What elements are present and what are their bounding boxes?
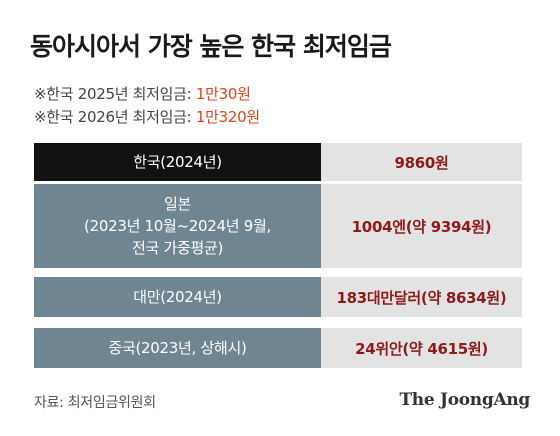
note-2025-prefix: ※한국 2025년 최저임금: [34, 85, 196, 103]
row-value: 1004엔(약 9394원) [321, 184, 522, 268]
brand-logo: The JoongAng [399, 390, 530, 410]
row-label: 대만(2024년) [34, 277, 321, 317]
note-2025: ※한국 2025년 최저임금: 1만30원 [34, 83, 251, 104]
table-row-japan: 일본 (2023년 10월~2024년 9월, 전국 가중평균) 1004엔(약… [34, 184, 522, 268]
row-label-line: 전국 가중평균) [131, 239, 224, 257]
row-label: 한국(2024년) [34, 143, 321, 181]
table-row-korea: 한국(2024년) 9860원 [34, 143, 522, 181]
row-label-line: 한국(2024년) [133, 153, 222, 171]
source-note: 자료: 최저임금위원회 [34, 395, 156, 411]
table-row-china: 중국(2023년, 상해시) 24위안(약 4615원) [34, 328, 522, 368]
page-title: 동아시아서 가장 높은 한국 최저임금 [30, 32, 392, 61]
note-2026: ※한국 2026년 최저임금: 1만320원 [34, 106, 260, 127]
row-label-line: (2023년 10월~2024년 9월, [84, 217, 271, 235]
row-label-line: 대만(2024년) [133, 288, 222, 306]
table-row-taiwan: 대만(2024년) 183대만달러(약 8634원) [34, 277, 522, 317]
row-label-line: 중국(2023년, 상해시) [108, 339, 247, 357]
row-value: 24위안(약 4615원) [321, 328, 522, 368]
row-value: 9860원 [321, 143, 522, 181]
note-2025-value: 1만30원 [195, 85, 251, 103]
row-value: 183대만달러(약 8634원) [321, 277, 522, 317]
row-label-line: 일본 [163, 195, 191, 213]
row-label: 중국(2023년, 상해시) [34, 328, 321, 368]
note-2026-prefix: ※한국 2026년 최저임금: [34, 108, 196, 126]
row-label: 일본 (2023년 10월~2024년 9월, 전국 가중평균) [34, 184, 321, 268]
note-2026-value: 1만320원 [195, 108, 260, 126]
